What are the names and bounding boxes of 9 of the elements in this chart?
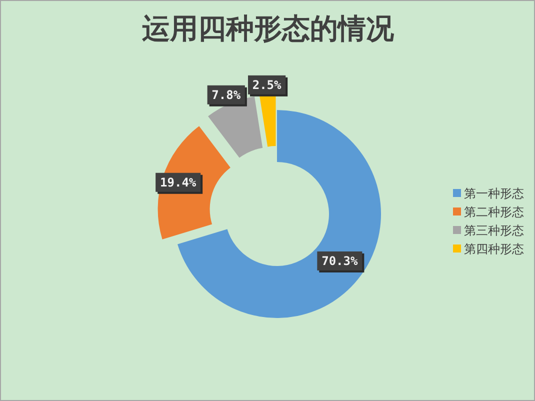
legend-label: 第三种形态 (464, 224, 524, 238)
data-label: 2.5% (252, 78, 282, 92)
title: 运用四种形态的情况 (142, 12, 394, 45)
legend-label: 第一种形态 (464, 186, 524, 200)
legend-label: 第四种形态 (464, 242, 524, 256)
data-label: 7.8% (212, 88, 242, 102)
legend-label: 第二种形态 (464, 205, 524, 219)
data-label: 19.4% (160, 175, 197, 190)
data-label: 70.3% (322, 254, 359, 268)
